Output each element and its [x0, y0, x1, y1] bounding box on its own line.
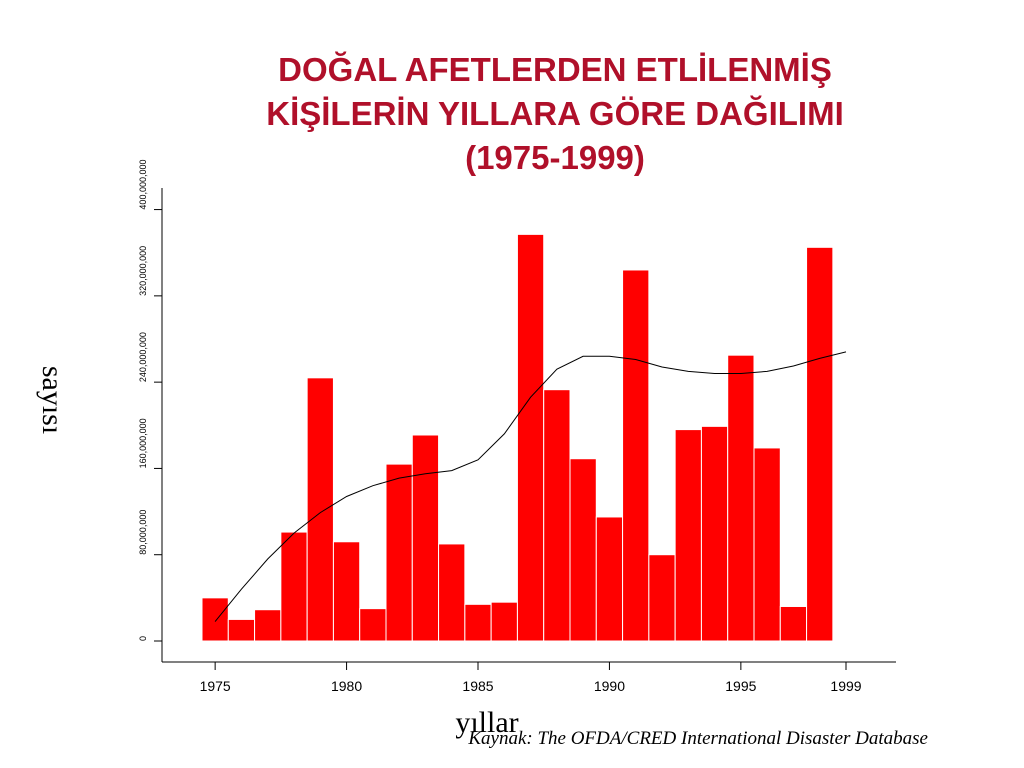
title-line-3: (1975-1999) — [465, 139, 645, 176]
bar-1989 — [569, 458, 597, 642]
bar-1992 — [648, 554, 676, 642]
y-axis-label: sayısı — [36, 365, 69, 435]
y-tick-label-80000000: 80,000,000 — [138, 510, 148, 555]
bar-1982 — [385, 463, 413, 642]
y-tick-label-320000000: 320,000,000 — [138, 246, 148, 296]
x-tick-label-1990: 1990 — [594, 678, 625, 694]
page-title: DOĞAL AFETLERDEN ETLİLENMİŞ KİŞİLERİN YI… — [150, 48, 960, 180]
bar-1987 — [516, 233, 545, 642]
bar-1978 — [280, 531, 308, 642]
bar-1983 — [411, 434, 440, 642]
bar-1977 — [254, 609, 282, 642]
bar-1985 — [464, 603, 492, 642]
bar-1998 — [806, 246, 834, 642]
bar-1986 — [490, 601, 518, 642]
source-caption: Kaynak: The OFDA/CRED International Disa… — [468, 728, 928, 749]
bar-1980 — [332, 541, 361, 642]
bar-1976 — [227, 618, 256, 642]
x-tick-label-1995: 1995 — [725, 678, 756, 694]
bar-1984 — [438, 543, 466, 642]
title-line-2: KİŞİLERİN YILLARA GÖRE DAĞILIMI — [266, 95, 844, 132]
bar-1991 — [622, 269, 650, 642]
title-line-1: DOĞAL AFETLERDEN ETLİLENMİŞ — [278, 51, 832, 88]
y-tick-label-400000000: 400,000,000 — [138, 160, 148, 210]
bar-1993 — [674, 429, 702, 642]
y-tick-label-160000000: 160,000,000 — [138, 418, 148, 468]
y-tick-label-0: 0 — [138, 636, 148, 641]
bar-1975 — [201, 597, 229, 642]
x-tick-label-1980: 1980 — [331, 678, 362, 694]
bar-1981 — [359, 608, 387, 642]
bar-1996 — [753, 447, 781, 642]
trend-line — [214, 351, 847, 622]
bar-1979 — [306, 377, 334, 642]
bar-1997 — [779, 605, 808, 642]
x-tick-label-1999: 1999 — [830, 678, 861, 694]
bar-1995 — [727, 354, 755, 642]
x-tick-label-1975: 1975 — [200, 678, 231, 694]
bar-1988 — [543, 389, 571, 642]
bar-1994 — [700, 425, 729, 642]
bar-1990 — [595, 516, 624, 642]
x-ticks-group: 1975 1980 1985 1990 1995 1999 — [200, 662, 862, 694]
y-ticks-group: 0 80,000,000 160,000,000 240,000,000 320,000… — [138, 160, 162, 642]
x-tick-label-1985: 1985 — [462, 678, 493, 694]
x-axis-label: yıllar — [455, 706, 519, 739]
y-tick-label-240000000: 240,000,000 — [138, 332, 148, 382]
trend-group — [214, 351, 847, 622]
bars-group — [201, 233, 834, 642]
